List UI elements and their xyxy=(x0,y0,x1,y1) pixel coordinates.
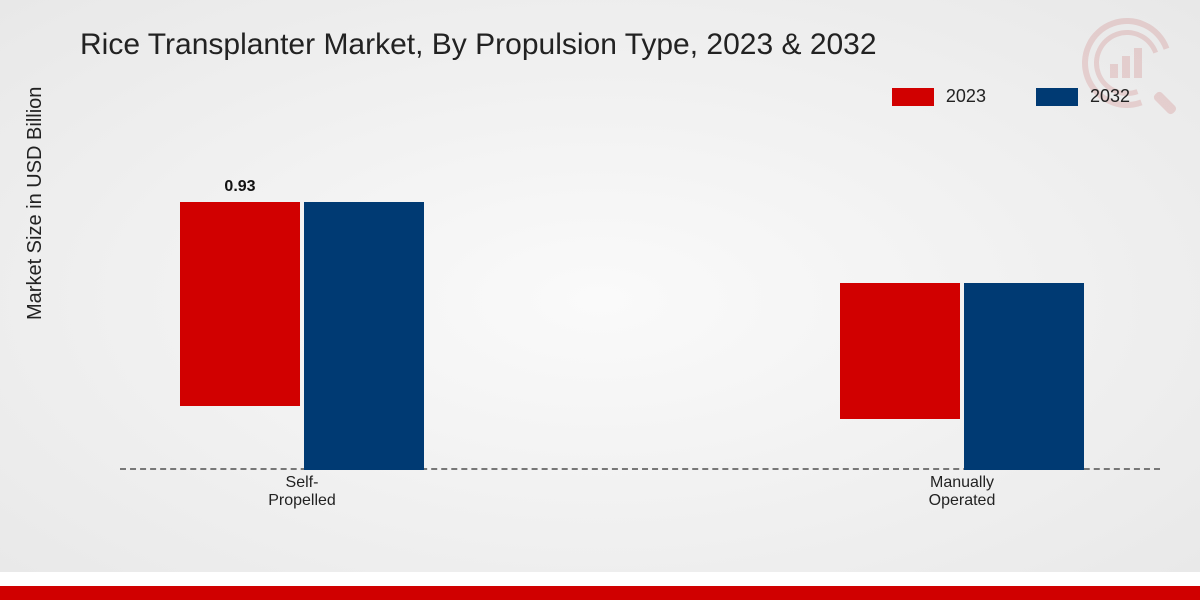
footer-accent-bar xyxy=(0,586,1200,600)
legend-swatch-2023 xyxy=(892,88,934,106)
bar-value-label: 0.93 xyxy=(180,178,300,196)
bar-self_propelled-2032 xyxy=(304,202,424,470)
bar-self_propelled-2023: 0.93 xyxy=(180,202,300,407)
chart-container: Rice Transplanter Market, By Propulsion … xyxy=(0,0,1200,600)
bar-manually_operated-2023 xyxy=(840,283,960,419)
legend-label: 2032 xyxy=(1090,86,1130,107)
chart-title: Rice Transplanter Market, By Propulsion … xyxy=(80,28,877,62)
legend-item-2032: 2032 xyxy=(1036,86,1130,107)
legend-item-2023: 2023 xyxy=(892,86,986,107)
bar-manually_operated-2032 xyxy=(964,283,1084,470)
footer-spacer xyxy=(0,572,1200,586)
bar-group-manually_operated xyxy=(840,283,1084,470)
y-axis-label: Market Size in USD Billion xyxy=(24,87,47,320)
legend-swatch-2032 xyxy=(1036,88,1078,106)
legend-label: 2023 xyxy=(946,86,986,107)
plot-area: 0.93 Self-Propelled ManuallyOperated xyxy=(120,120,1160,510)
legend: 2023 2032 xyxy=(892,86,1130,107)
bar-group-self_propelled: 0.93 xyxy=(180,202,424,470)
x-axis-label-manually_operated: ManuallyOperated xyxy=(862,474,1062,512)
x-axis-label-self_propelled: Self-Propelled xyxy=(202,474,402,512)
